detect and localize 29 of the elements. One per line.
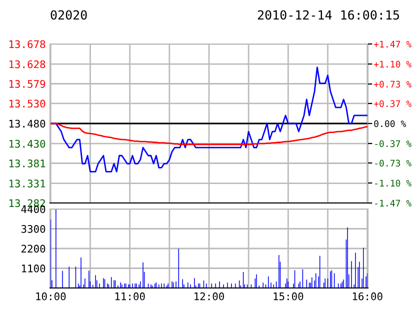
x-tick-label: 10:00 (36, 292, 66, 300)
y2-tick-label: 0.00 % (374, 120, 406, 128)
y2-tick-label: -1.10 % (375, 180, 412, 187)
y-tick-label: 13.579 (9, 80, 46, 88)
x-tick-label: 12:00 (194, 292, 224, 300)
chart-subtitle: 2010-12-14 16:00:15 (258, 10, 400, 20)
y-tick-label: 13.480 (9, 120, 46, 128)
chart-title: 02020 (50, 10, 87, 20)
y2-tick-label: +0.73 % (374, 80, 412, 88)
y-tick-label: 13.430 (9, 140, 46, 148)
y-tick-label: 13.331 (9, 180, 46, 188)
y2-tick-label: -0.37 % (375, 140, 412, 148)
x-tick-label: 16:00 (352, 292, 382, 300)
y-tick-label: 13.628 (9, 60, 46, 68)
x-tick-label: 15:00 (274, 292, 304, 300)
y-tick-label: 13.282 (9, 199, 45, 208)
y-tick-label: 13.530 (9, 100, 46, 108)
y-tick-label: 13.678 (9, 40, 46, 48)
y2-tick-label: -1.47 % (375, 200, 412, 206)
y2-tick-label: -0.73 % (375, 160, 412, 167)
y-tick-label: 4400 (21, 205, 46, 214)
y2-tick-label: +1.47 % (374, 40, 412, 48)
y-tick-label: 13.381 (9, 160, 46, 168)
y-tick-label: 1100 (22, 264, 46, 272)
y-tick-label: 2200 (22, 244, 46, 253)
y-tick-label: 3300 (21, 225, 46, 233)
y2-tick-label: +1.10 % (374, 60, 412, 68)
x-tick-label: 11:00 (115, 292, 145, 300)
y2-tick-label: +0.37 % (374, 100, 412, 108)
